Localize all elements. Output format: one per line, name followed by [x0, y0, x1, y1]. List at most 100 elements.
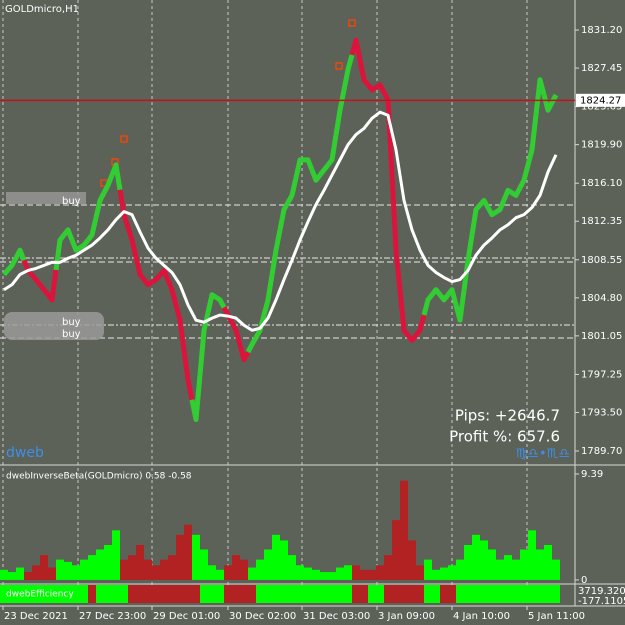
- efficiency-block: [344, 585, 352, 603]
- x-tick-label: 3 Jan 09:00: [378, 611, 435, 622]
- efficiency-block: [216, 585, 224, 603]
- price-segment: [357, 59, 370, 87]
- efficiency-block: [48, 585, 56, 603]
- histogram-bar: [200, 549, 208, 580]
- histogram-bar: [504, 555, 512, 580]
- efficiency-block: [256, 585, 264, 603]
- efficiency-block: [72, 585, 80, 603]
- efficiency-block: [296, 585, 304, 603]
- efficiency-block: [552, 585, 560, 603]
- price-segment: [69, 239, 82, 253]
- histogram-bar: [304, 567, 312, 580]
- efficiency-block: [536, 585, 544, 603]
- price-segment: [406, 333, 418, 343]
- y-tick-label: 1797.25: [581, 369, 622, 380]
- histogram-bar: [248, 567, 256, 580]
- histogram-bar: [168, 555, 176, 580]
- histogram-bar: [176, 534, 184, 580]
- pips: Pips: +2646.7: [455, 407, 560, 425]
- indicator-name: dweb: [6, 445, 44, 461]
- y-tick-label: 1812.35: [581, 216, 622, 227]
- efficiency-block: [128, 585, 136, 603]
- price-box: [576, 93, 625, 107]
- efficiency-block: [376, 585, 384, 603]
- price-segment: [461, 234, 475, 291]
- blurred-label: [4, 312, 104, 340]
- histogram-bar: [208, 565, 216, 580]
- histogram-bar: [352, 565, 360, 580]
- price-segment: [229, 321, 243, 346]
- histogram-bar: [120, 559, 128, 580]
- histogram-bar: [312, 569, 320, 580]
- efficiency-block: [336, 585, 344, 603]
- efficiency-block: [320, 585, 328, 603]
- x-tick-label: 29 Dec 01:00: [153, 611, 220, 622]
- efficiency-block: [40, 585, 48, 603]
- histogram-bar: [536, 549, 544, 580]
- efficiency-block: [272, 585, 280, 603]
- histogram-bar: [48, 567, 56, 580]
- efficiency-block: [424, 585, 432, 603]
- x-tick-label: 23 Dec 2021: [4, 611, 68, 622]
- histogram-bar: [464, 544, 472, 580]
- y-tick-label: 1793.50: [581, 407, 622, 418]
- efficiency-block: [144, 585, 152, 603]
- efficiency-block: [104, 585, 112, 603]
- efficiency-block: [312, 585, 320, 603]
- x-tick-label: 31 Dec 03:00: [303, 611, 370, 622]
- order-label: buy: [62, 317, 81, 328]
- efficiency-block: [264, 585, 272, 603]
- histogram-bar: [320, 572, 328, 580]
- efficiency-block: [440, 585, 448, 603]
- histogram-bar: [224, 565, 232, 580]
- efficiency-block: [352, 585, 360, 603]
- histogram-bar: [136, 544, 144, 580]
- efficiency-block: [384, 585, 392, 603]
- histogram-bar: [16, 567, 24, 580]
- histogram-bar: [64, 561, 72, 580]
- histogram-bar: [0, 569, 8, 580]
- histogram-bar: [544, 544, 552, 580]
- price-segment: [62, 227, 75, 241]
- efficiency-block: [360, 585, 368, 603]
- efficiency-block: [304, 585, 312, 603]
- histogram-bar: [272, 534, 280, 580]
- histogram-bar: [440, 567, 448, 580]
- price-segment: [46, 269, 59, 303]
- histogram-bar: [488, 549, 496, 580]
- histogram-bar: [88, 555, 96, 580]
- y-tick-label: 1819.90: [581, 140, 622, 151]
- efficiency-block: [448, 585, 456, 603]
- efficiency-block: [152, 585, 160, 603]
- histogram-bar: [8, 572, 16, 580]
- efficiency-block: [88, 585, 96, 603]
- price-segment: [293, 157, 304, 179]
- x-tick-label: 5 Jan 11:00: [528, 611, 585, 622]
- price-segment: [125, 226, 139, 258]
- price-segment: [501, 187, 514, 201]
- efficiency-block: [328, 585, 336, 603]
- efficiency-block: [496, 585, 504, 603]
- subchart-title: dwebInverseBeta(GOLDmicro) 0.58 -0.58: [6, 472, 192, 482]
- price-segment: [101, 174, 115, 195]
- price-segment: [78, 238, 90, 250]
- price-segment: [414, 314, 427, 337]
- histogram-bar: [432, 569, 440, 580]
- histogram-bar: [384, 555, 392, 580]
- efficiency-block: [528, 585, 536, 603]
- price-segment: [237, 344, 251, 363]
- histogram-bar: [240, 559, 248, 580]
- price-segment: [205, 292, 218, 314]
- efficiency-block: [24, 585, 32, 603]
- histogram-bar: [368, 569, 376, 580]
- efficiency-block: [504, 585, 512, 603]
- histogram-bar: [424, 559, 432, 580]
- price-segment: [109, 162, 123, 191]
- histogram-bar: [416, 565, 424, 580]
- histogram-bar: [40, 555, 48, 580]
- price-segment: [38, 283, 50, 297]
- efficiency-block: [488, 585, 496, 603]
- histogram-bar: [112, 530, 120, 580]
- price-segment: [309, 169, 322, 183]
- efficiency-block: [400, 585, 408, 603]
